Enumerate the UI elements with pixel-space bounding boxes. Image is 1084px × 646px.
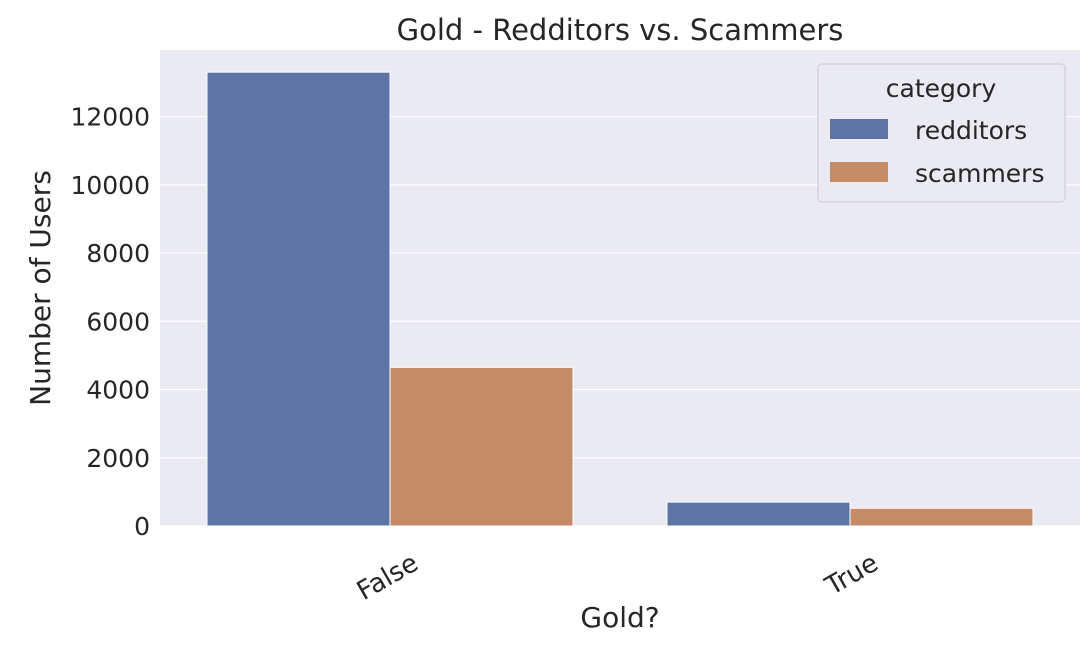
y-axis-ticks: 0 2000 4000 6000 8000 10000 12000: [70, 103, 150, 541]
legend: category redditors scammers: [817, 63, 1066, 203]
legend-title: category: [886, 74, 997, 103]
bar-scammers-true: [849, 507, 1034, 527]
legend-label-redditors: redditors: [915, 116, 1027, 145]
x-tick-label-true: True: [820, 548, 884, 602]
y-tick-label-6000: 6000: [86, 307, 150, 336]
x-axis-ticks: False True: [352, 548, 884, 607]
legend-swatch-scammers: [830, 162, 888, 182]
x-tick-label-false: False: [352, 548, 424, 607]
bars: [206, 71, 1034, 527]
legend-swatch-redditors: [830, 119, 888, 139]
bar-redditors-true: [666, 501, 851, 527]
x-axis-label: Gold?: [580, 601, 659, 634]
y-tick-label-0: 0: [134, 512, 150, 541]
bar-scammers-false: [389, 366, 574, 527]
bar-redditors-false: [206, 71, 391, 527]
chart-title: Gold - Redditors vs. Scammers: [397, 13, 844, 47]
y-tick-label-4000: 4000: [86, 376, 150, 405]
y-tick-label-10000: 10000: [70, 171, 150, 200]
y-axis-label: Number of Users: [24, 170, 57, 406]
y-tick-label-2000: 2000: [86, 444, 150, 473]
y-tick-label-8000: 8000: [86, 239, 150, 268]
legend-label-scammers: scammers: [915, 159, 1044, 188]
y-tick-label-12000: 12000: [70, 103, 150, 132]
